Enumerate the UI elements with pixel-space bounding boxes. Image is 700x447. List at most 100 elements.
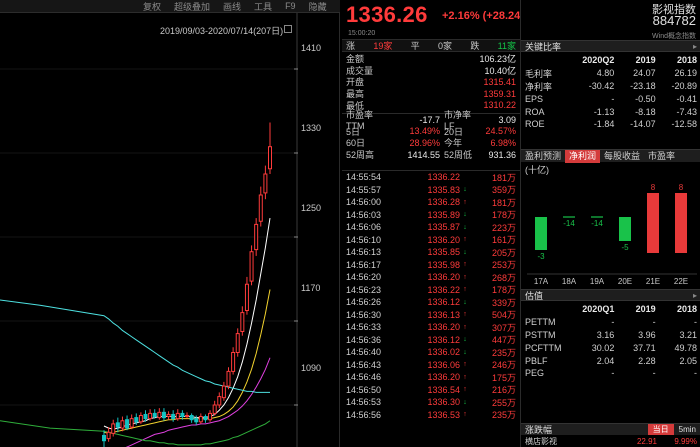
stat-label: 52周高 bbox=[346, 150, 375, 161]
tick-price: 1336.28 bbox=[427, 197, 460, 208]
tick-volume: 216万 bbox=[491, 385, 516, 396]
tick-price: 1335.87 bbox=[427, 222, 460, 233]
toolbar-adjust-button[interactable]: 复权 bbox=[143, 1, 162, 12]
tick-time: 14:56:00 bbox=[346, 197, 382, 208]
quote-time: 15:00:20 bbox=[348, 30, 376, 37]
table-cell: - bbox=[611, 317, 615, 328]
toolbar-tools-button[interactable]: 工具 bbox=[254, 1, 273, 12]
arrow-up-icon: ↑ bbox=[463, 273, 467, 281]
tick-row[interactable]: 14:56:03 1335.89 ↓ 178万 bbox=[342, 209, 520, 222]
tick-row[interactable]: 14:56:23 1336.22 ↑ 178万 bbox=[342, 284, 520, 297]
tick-row[interactable]: 14:56:40 1336.02 ↓ 235万 bbox=[342, 346, 520, 359]
candle-body bbox=[226, 370, 231, 387]
toolbar-hide-button[interactable]: 隐藏 bbox=[308, 1, 327, 12]
tick-price: 1336.20 bbox=[427, 372, 460, 383]
tick-row[interactable]: 14:56:56 1336.53 ↑ 235万 bbox=[342, 409, 520, 422]
kline-plot[interactable] bbox=[0, 0, 340, 447]
toolbar-f9-button[interactable]: F9 bbox=[285, 1, 296, 11]
tick-row[interactable]: 14:56:46 1336.20 ↑ 175万 bbox=[342, 371, 520, 384]
stat-label: 52周低 bbox=[444, 150, 473, 161]
tick-volume: 175万 bbox=[491, 372, 516, 383]
candle-body bbox=[212, 404, 217, 414]
tick-volume: 223万 bbox=[491, 222, 516, 233]
tick-row[interactable]: 14:56:17 1335.98 ↑ 253万 bbox=[342, 259, 520, 272]
chart-range-checkbox[interactable] bbox=[284, 25, 292, 33]
tick-time: 14:56:20 bbox=[346, 272, 382, 283]
tick-row[interactable]: 14:56:30 1336.13 ↑ 504万 bbox=[342, 309, 520, 322]
tick-row[interactable]: 14:56:20 1336.20 ↑ 268万 bbox=[342, 271, 520, 284]
tick-row[interactable]: 14:56:33 1336.20 ↑ 307万 bbox=[342, 321, 520, 334]
table-header-cell: 2019 bbox=[635, 304, 656, 315]
table-row-label: PBLF bbox=[525, 355, 548, 366]
tick-volume: 181万 bbox=[491, 172, 516, 183]
breadth-flat-count: 0家 bbox=[437, 41, 452, 51]
tick-row[interactable]: 14:56:26 1336.12 ↓ 339万 bbox=[342, 296, 520, 309]
forecast-bar bbox=[535, 217, 547, 250]
toolbar-draw-button[interactable]: 画线 bbox=[223, 1, 242, 12]
expand-arrow-icon[interactable]: ▸ bbox=[692, 41, 697, 51]
tick-time: 14:55:54 bbox=[346, 172, 382, 183]
tick-price: 1336.12 bbox=[427, 297, 460, 308]
stat-row: 60日 28.96% 今年 6.98% bbox=[342, 137, 520, 149]
tick-row[interactable]: 14:56:43 1336.06 ↑ 246万 bbox=[342, 359, 520, 372]
tab-today[interactable]: 当日 bbox=[647, 424, 674, 435]
tick-row[interactable]: 14:56:36 1336.12 ↓ 447万 bbox=[342, 334, 520, 347]
tab-5min[interactable]: 5min bbox=[678, 425, 696, 434]
tick-row[interactable]: 14:56:06 1335.87 ↓ 223万 bbox=[342, 221, 520, 234]
tick-volume: 268万 bbox=[491, 272, 516, 283]
tick-row[interactable]: 14:56:50 1336.54 ↑ 216万 bbox=[342, 384, 520, 397]
tick-volume: 253万 bbox=[491, 260, 516, 271]
tick-row[interactable]: 14:56:13 1335.85 ↓ 205万 bbox=[342, 246, 520, 259]
tick-volume: 205万 bbox=[491, 247, 516, 258]
stat-row: 最低 1310.22 bbox=[342, 99, 520, 111]
table-row: ROE -1.84 -14.07 -12.58 bbox=[521, 118, 700, 131]
tick-list[interactable]: 14:55:54 1336.22 181万 14:55:57 1335.83 ↓ 359万 1… bbox=[342, 170, 520, 421]
candle-body bbox=[157, 411, 162, 419]
forecast-bar-label: -3 bbox=[537, 252, 545, 261]
candle-body bbox=[143, 413, 148, 420]
stat-value: 106.23亿 bbox=[479, 54, 516, 65]
candle-body bbox=[240, 312, 245, 333]
table-cell: 30.02 bbox=[591, 342, 615, 353]
kline-chart-panel: 复权 超级叠加 画线 工具 F9 隐藏 2019/09/03-2020/07/1… bbox=[0, 0, 340, 447]
tab-forecast[interactable]: 盈利预测 bbox=[525, 150, 562, 161]
y-tick-label: 1330 bbox=[301, 123, 322, 133]
mover-row[interactable]: 横店影视 22.91 9.99% bbox=[521, 436, 700, 447]
candle-body bbox=[198, 416, 203, 423]
table-cell: 26.19 bbox=[674, 68, 697, 79]
tick-time: 14:56:10 bbox=[346, 234, 382, 245]
candle-body bbox=[249, 251, 254, 282]
tick-row[interactable]: 14:55:54 1336.22 181万 bbox=[342, 171, 520, 184]
table-row: 净利率 -30.42 -23.18 -20.89 bbox=[521, 80, 700, 93]
chart-toolbar: 复权 超级叠加 画线 工具 F9 隐藏 bbox=[0, 0, 340, 13]
tick-volume: 178万 bbox=[491, 210, 516, 221]
tick-volume: 307万 bbox=[491, 322, 516, 333]
arrow-down-icon: ↓ bbox=[463, 186, 467, 194]
arrow-up-icon: ↑ bbox=[463, 386, 467, 394]
moving-average-line bbox=[125, 357, 271, 447]
tab-pe[interactable]: 市盈率 bbox=[648, 150, 676, 161]
tick-row[interactable]: 14:56:10 1336.20 ↑ 161万 bbox=[342, 234, 520, 247]
forecast-bar-chart: -3 17A -14 18A -14 19A -5 20E 8 21E 8 22E bbox=[527, 183, 697, 286]
tick-row[interactable]: 14:56:00 1336.28 ↑ 181万 bbox=[342, 196, 520, 209]
valuation-header[interactable]: 估值 ▸ bbox=[521, 289, 700, 301]
tab-eps[interactable]: 每股收益 bbox=[604, 150, 641, 161]
tick-time: 14:55:57 bbox=[346, 184, 382, 195]
key-ratios-header[interactable]: 关键比率 ▸ bbox=[521, 40, 700, 52]
forecast-category-label: 19A bbox=[590, 277, 605, 286]
tick-volume: 359万 bbox=[491, 185, 516, 196]
tick-row[interactable]: 14:55:57 1335.83 ↓ 359万 bbox=[342, 184, 520, 197]
tick-volume: 161万 bbox=[491, 235, 516, 246]
index-name: 影视指数 bbox=[652, 4, 696, 16]
tab-net-profit[interactable]: 净利润 bbox=[565, 149, 601, 163]
tick-row[interactable]: 14:56:53 1336.30 ↓ 255万 bbox=[342, 396, 520, 409]
expand-arrow-icon[interactable]: ▸ bbox=[692, 290, 697, 300]
price-change: +2.16% (+28.24) bbox=[442, 10, 524, 22]
table-row: PCFTTM 30.02 37.71 49.78 bbox=[521, 341, 700, 354]
toolbar-overlay-button[interactable]: 超级叠加 bbox=[174, 1, 211, 12]
tick-time: 14:56:06 bbox=[346, 222, 382, 233]
mover-price: 22.91 bbox=[636, 437, 657, 446]
tick-volume: 447万 bbox=[491, 335, 516, 346]
tick-price: 1336.06 bbox=[427, 359, 460, 370]
chart-date-range: 2019/09/03-2020/07/14(207日) bbox=[160, 26, 284, 36]
